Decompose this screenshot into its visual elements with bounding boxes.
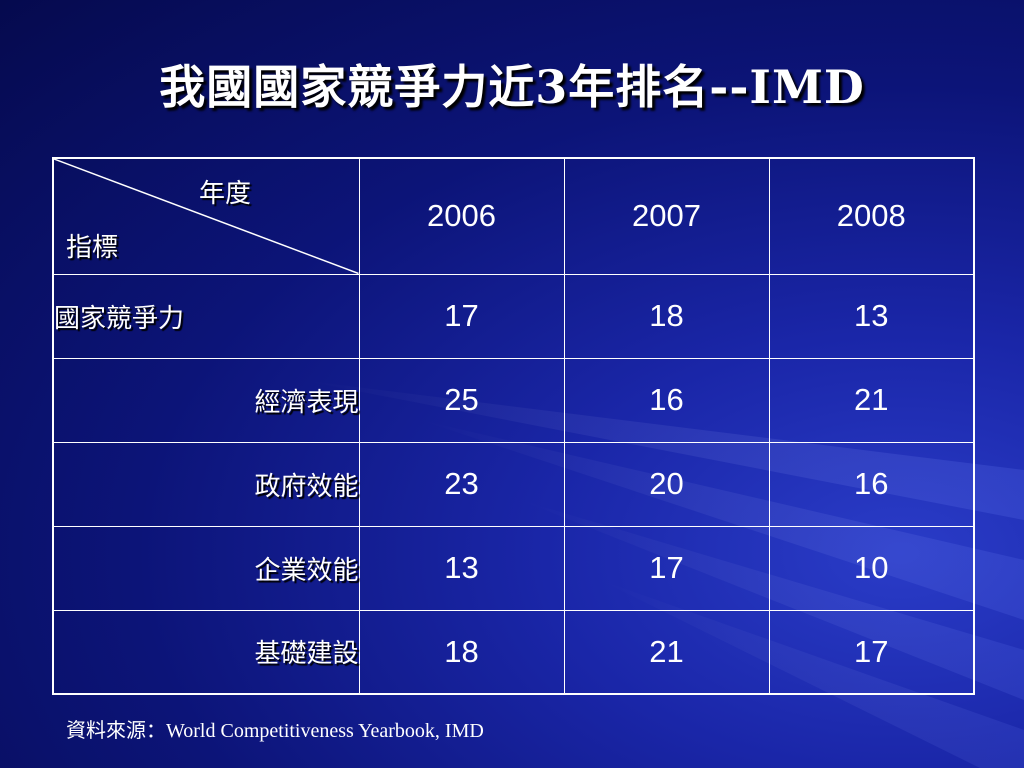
diagonal-divider — [54, 159, 358, 273]
year-header-2007: 2007 — [563, 157, 770, 275]
source-note: 資料來源：World Competitiveness Yearbook, IMD — [66, 720, 484, 742]
cell-value: 23 — [358, 441, 565, 527]
ranking-table: 年度 指標 2006 2007 2008 國家競爭力 17 18 13 經濟表現… — [52, 157, 975, 695]
table-row: 國家競爭力 17 18 13 — [52, 273, 975, 359]
row-label-infrastructure: 基礎建設 — [52, 609, 360, 695]
table-header-row: 年度 指標 2006 2007 2008 — [52, 157, 975, 275]
cell-value: 18 — [563, 273, 770, 359]
cell-value: 18 — [358, 609, 565, 695]
table-row: 企業效能 13 17 10 — [52, 525, 975, 611]
year-header-2008: 2008 — [768, 157, 975, 275]
cell-value: 21 — [563, 609, 770, 695]
cell-value: 25 — [358, 357, 565, 443]
row-label-business-efficiency: 企業效能 — [52, 525, 360, 611]
year-header-2006: 2006 — [358, 157, 565, 275]
cell-value: 17 — [768, 609, 975, 695]
table-row: 經濟表現 25 16 21 — [52, 357, 975, 443]
cell-value: 13 — [358, 525, 565, 611]
table-row: 政府效能 23 20 16 — [52, 441, 975, 527]
corner-header-cell: 年度 指標 — [52, 157, 360, 275]
slide-title: 我國國家競爭力近3年排名--IMD — [159, 60, 865, 114]
cell-value: 16 — [563, 357, 770, 443]
cell-value: 16 — [768, 441, 975, 527]
year-axis-label: 年度 — [199, 179, 252, 209]
cell-value: 13 — [768, 273, 975, 359]
indicator-axis-label: 指標 — [66, 232, 119, 263]
cell-value: 21 — [768, 357, 975, 443]
table-row: 基礎建設 18 21 17 — [52, 609, 975, 695]
cell-value: 17 — [563, 525, 770, 611]
row-label-national-competitiveness: 國家競爭力 — [52, 273, 360, 359]
cell-value: 10 — [768, 525, 975, 611]
row-label-government-efficiency: 政府效能 — [52, 441, 360, 527]
row-label-economic-performance: 經濟表現 — [52, 357, 360, 443]
cell-value: 20 — [563, 441, 770, 527]
cell-value: 17 — [358, 273, 565, 359]
